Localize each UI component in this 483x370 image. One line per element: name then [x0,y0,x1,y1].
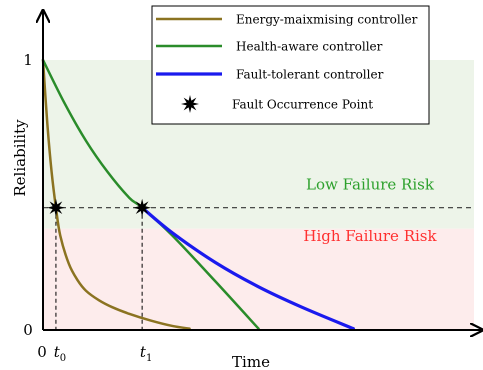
series-line-health-aware-controller [41,58,260,330]
x-tick-label-1: t0 [54,343,66,364]
region-label-high-failure-risk: High Failure Risk [303,227,437,245]
fault-point-marker-1 [133,198,152,217]
legend-label-health-aware-controller: Health-aware controller [236,40,383,54]
y-tick-label-0: 0 [23,321,33,339]
legend: Energy-maixmising controller Health-aware… [151,5,430,125]
legend-label-fault-tolerant-controller: Fault-tolerant controller [236,68,384,82]
x-tick-subscript-1: 0 [60,353,66,364]
y-tick-label-1: 1 [23,51,33,69]
legend-label-fault-occurrence-point: Fault Occurrence Point [232,98,373,112]
series-line-fault-tolerant-controller [140,206,355,331]
x-tick-label-0: 0 [37,343,47,361]
legend-star-marker [181,95,199,113]
y-axis-label: Reliability [11,119,29,197]
legend-label-energy-maixmising-controller: Energy-maixmising controller [236,13,418,27]
x-tick-label-2: t1 [140,343,152,364]
x-axis-label: Time [232,353,270,370]
region-label-low-failure-risk: Low Failure Risk [306,176,435,194]
x-tick-subscript-2: 1 [146,353,152,364]
region-high-failure-risk [43,228,474,330]
legend-box [151,5,430,125]
fault-point-marker-0 [46,198,65,217]
series-line-energy-maixmising-controller [41,58,191,330]
